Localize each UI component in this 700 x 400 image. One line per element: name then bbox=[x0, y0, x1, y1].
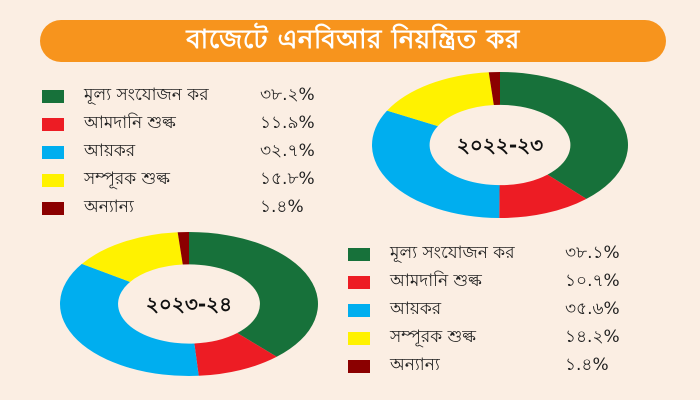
chart-year-label: ২০২২-২৩ bbox=[457, 133, 543, 157]
legend-row: সম্পূরক শুল্ক ১৪.২% bbox=[348, 324, 668, 352]
legend-swatch bbox=[348, 331, 370, 345]
legend-label: আয়কর bbox=[390, 299, 442, 319]
legend-value: ৩২.৭% bbox=[260, 141, 315, 161]
legend-label: অন্যান্য bbox=[84, 197, 134, 217]
legend-swatch bbox=[348, 359, 370, 373]
legend-row: সম্পূরক শুল্ক ১৫.৮% bbox=[42, 166, 362, 194]
legend-value: ১৫.৮% bbox=[260, 169, 315, 189]
income-tax-slice bbox=[60, 263, 199, 376]
legend-label: সম্পূরক শুল্ক bbox=[390, 327, 476, 347]
legend-label: মূল্য সংযোজন কর bbox=[84, 85, 209, 105]
legend-value: ১৪.২% bbox=[565, 327, 620, 347]
legend-label: আমদানি শুল্ক bbox=[390, 271, 482, 291]
legend-swatch bbox=[42, 201, 64, 215]
legend-row: আয়কর ৩৫.৬% bbox=[348, 296, 668, 324]
legend-label: সম্পূরক শুল্ক bbox=[84, 169, 170, 189]
legend-row: আমদানি শুল্ক ১১.৯% bbox=[42, 110, 362, 138]
legend-value: ৩৫.৬% bbox=[565, 299, 620, 319]
legend-swatch bbox=[42, 89, 64, 103]
others-slice bbox=[177, 232, 189, 265]
legend-swatch bbox=[348, 303, 370, 317]
legend-row: মূল্য সংযোজন কর ৩৮.১% bbox=[348, 240, 668, 268]
legend-row: অন্যান্য ১.৪% bbox=[348, 352, 668, 380]
page-title: বাজেটে এনবিআর নিয়ন্ত্রিত কর bbox=[186, 25, 520, 55]
legend-row: মূল্য সংযোজন কর ৩৮.২% bbox=[42, 82, 362, 110]
donut-chart-2023-24: ২০২৩-২৪ bbox=[60, 232, 318, 376]
vat-slice bbox=[500, 72, 628, 199]
legend-swatch bbox=[42, 145, 64, 159]
legend-label: অন্যান্য bbox=[390, 355, 440, 375]
vat-slice bbox=[189, 232, 318, 357]
supplementary-duty-slice bbox=[81, 232, 183, 282]
legend-value: ১০.৭% bbox=[565, 271, 620, 291]
legend-row: অন্যান্য ১.৪% bbox=[42, 194, 362, 222]
legend-row: আয়কর ৩২.৭% bbox=[42, 138, 362, 166]
legend-2023-24: মূল্য সংযোজন কর ৩৮.১% আমদানি শুল্ক ১০.৭%… bbox=[348, 240, 668, 380]
others-slice bbox=[488, 72, 500, 106]
income-tax-slice bbox=[371, 110, 500, 218]
donut-chart-2022-23: ২০২২-২৩ bbox=[371, 72, 628, 218]
title-banner: বাজেটে এনবিআর নিয়ন্ত্রিত কর bbox=[40, 20, 666, 62]
legend-2022-23: মূল্য সংযোজন কর ৩৮.২% আমদানি শুল্ক ১১.৯%… bbox=[42, 82, 362, 222]
import-duty-slice bbox=[194, 333, 277, 376]
legend-row: আমদানি শুল্ক ১০.৭% bbox=[348, 268, 668, 296]
legend-value: ১.৪% bbox=[565, 355, 609, 375]
legend-swatch bbox=[42, 117, 64, 131]
legend-label: আমদানি শুল্ক bbox=[84, 113, 176, 133]
import-duty-slice bbox=[499, 174, 587, 218]
legend-swatch bbox=[348, 275, 370, 289]
legend-swatch bbox=[348, 247, 370, 261]
legend-swatch bbox=[42, 173, 64, 187]
chart-year-label: ২০২৩-২৪ bbox=[146, 292, 232, 316]
legend-value: ৩৮.১% bbox=[565, 243, 620, 263]
legend-label: আয়কর bbox=[84, 141, 136, 161]
supplementary-duty-slice bbox=[387, 72, 494, 127]
legend-value: ১১.৯% bbox=[260, 113, 315, 133]
legend-value: ১.৪% bbox=[260, 197, 304, 217]
legend-value: ৩৮.২% bbox=[260, 85, 315, 105]
legend-label: মূল্য সংযোজন কর bbox=[390, 243, 515, 263]
